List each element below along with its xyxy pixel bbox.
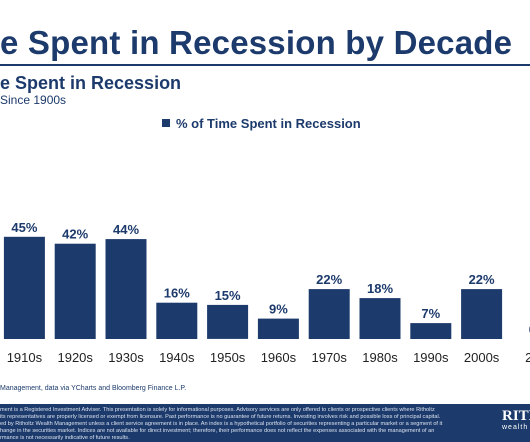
disclaimer-line: hange in the securities market. Indices … (0, 428, 435, 434)
header: e Spent in Recession by Decade (0, 0, 530, 64)
company-logo: RITH wealth (502, 408, 530, 431)
title-divider (0, 64, 530, 66)
tick-label-1940s: 1940s (159, 350, 195, 365)
bar-chart: 45% 1910s 42% 1920s 44% 1930s 16% 1940s 15% 1950s… (3, 220, 530, 365)
disclaimer: ment is a Registered Investment Adviser.… (0, 407, 492, 442)
data-label-2000s: 22% (469, 272, 495, 287)
data-label-1990s: 7% (421, 306, 440, 321)
bar-1940s (156, 302, 198, 339)
bar-1990s (410, 323, 452, 339)
bar-1980s (359, 298, 401, 339)
tick-label-1920s: 1920s (57, 350, 93, 365)
bar-2000s (461, 289, 503, 339)
disclaimer-line: its representatives are properly license… (0, 414, 441, 420)
page-title: e Spent in Recession by Decade (0, 24, 513, 61)
tick-label-1930s: 1930s (108, 350, 144, 365)
data-label-1950s: 15% (215, 288, 241, 303)
source-note: Management, data via YCharts and Bloombe… (0, 385, 187, 392)
bar-1960s (257, 318, 299, 339)
bar-1920s (54, 243, 96, 339)
disclaimer-line: rmance is not necessarily indicative of … (0, 435, 130, 441)
data-label-1940s: 16% (164, 286, 190, 301)
data-label-1970s: 22% (316, 272, 342, 287)
tick-label-1990s: 1990s (413, 350, 449, 365)
chart-subtitle: Since 1900s (0, 93, 67, 107)
data-label-1910s: 45% (11, 220, 37, 235)
legend: % of Time Spent in Recession (162, 115, 361, 131)
tick-label-20: 20 (525, 350, 530, 365)
data-label-20: 0 (529, 322, 530, 337)
bar-1970s (308, 289, 350, 339)
data-label-1960s: 9% (269, 302, 288, 317)
data-label-1980s: 18% (367, 281, 393, 296)
tick-label-1960s: 1960s (261, 350, 297, 365)
disclaimer-line: ment is a Registered Investment Adviser.… (0, 407, 435, 413)
data-label-1930s: 44% (113, 222, 139, 237)
data-label-1920s: 42% (62, 227, 88, 242)
footer: ment is a Registered Investment Adviser.… (0, 404, 530, 442)
bar-1910s (3, 236, 45, 339)
legend-label: % of Time Spent in Recession (176, 115, 361, 131)
legend-swatch (162, 119, 170, 127)
chart-title: e Spent in Recession (0, 73, 182, 93)
tick-label-2000s: 2000s (464, 350, 500, 365)
bar-1930s (105, 239, 147, 339)
tick-label-1910s: 1910s (7, 350, 43, 365)
disclaimer-line: ed by Ritholtz Wealth Management unless … (0, 421, 443, 427)
tick-label-1950s: 1950s (210, 350, 246, 365)
tick-label-1970s: 1970s (311, 350, 347, 365)
tick-label-1980s: 1980s (362, 350, 398, 365)
logo-tagline: wealth (502, 424, 529, 431)
logo-name: RITH (502, 408, 530, 424)
bar-1950s (207, 304, 249, 339)
